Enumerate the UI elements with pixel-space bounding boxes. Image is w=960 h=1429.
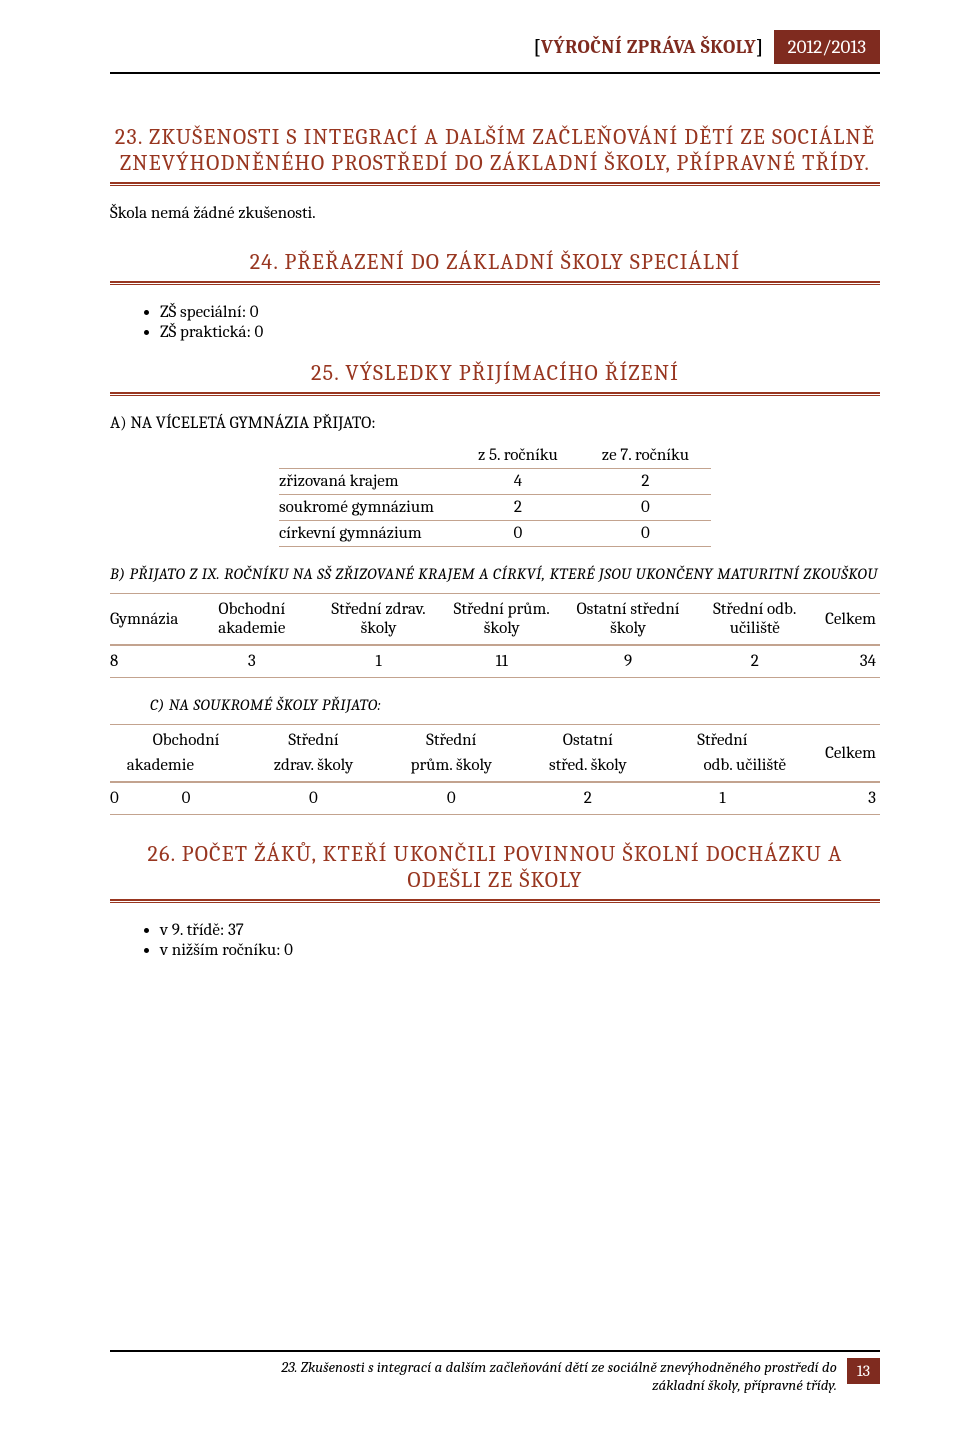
table-cell: 2 xyxy=(521,782,655,815)
section-23-rule xyxy=(110,182,880,186)
table-header-cell: z 5. ročníku xyxy=(456,443,580,469)
table-header-cell: Střední xyxy=(382,725,521,751)
table-cell: 2 xyxy=(580,469,711,495)
section-24-bullets: ZŠ speciální: 0 ZŠ praktická: 0 xyxy=(160,303,880,342)
bracket-open: [ xyxy=(533,36,541,58)
table-header-cell: zdrav. školy xyxy=(245,750,382,782)
table-gymnazia: z 5. ročníku ze 7. ročníku zřizovaná kra… xyxy=(279,443,711,547)
section-23-heading: 23. ZKUŠENOSTI S INTEGRACÍ A DALŠÍM ZAČL… xyxy=(110,124,880,176)
table-row: z 5. ročníku ze 7. ročníku xyxy=(279,443,711,469)
table-cell: 0 xyxy=(245,782,382,815)
table-cell: zřizovaná krajem xyxy=(279,469,456,495)
table-header-cell: odb. učiliště xyxy=(655,750,790,782)
table-header-cell: Střední zdrav. školy xyxy=(317,594,440,646)
section-25-rule xyxy=(110,392,880,396)
page-header: [VÝROČNÍ ZPRÁVA ŠKOLY] 2012/2013 xyxy=(110,30,880,64)
section-26-bullets: v 9. třídě: 37 v nižším ročníku: 0 xyxy=(160,921,880,960)
table-header-cell: Celkem xyxy=(790,725,880,783)
section-24-rule xyxy=(110,281,880,285)
section-25b-sub: B) PŘIJATO Z IX. ROČNÍKU NA SŠ ZŘIZOVANÉ… xyxy=(110,565,880,583)
header-rule xyxy=(110,72,880,74)
year-badge: 2012/2013 xyxy=(774,30,880,64)
list-item: v nižším ročníku: 0 xyxy=(160,941,880,960)
table-header-cell xyxy=(279,443,456,469)
footer-text: 23. Zkušenosti s integrací a dalším začl… xyxy=(230,1358,837,1394)
table-row: církevní gymnázium 0 0 xyxy=(279,521,711,547)
table-row: soukromé gymnázium 2 0 xyxy=(279,495,711,521)
table-cell: církevní gymnázium xyxy=(279,521,456,547)
table-cell: 3 xyxy=(790,782,880,815)
table-cell: 34 xyxy=(817,645,880,678)
table-header-cell xyxy=(110,725,127,783)
table-row: Gymnázia Obchodní akademie Střední zdrav… xyxy=(110,594,880,646)
table-cell: 11 xyxy=(440,645,564,678)
page-number-badge: 13 xyxy=(847,1358,880,1384)
table-header-cell: Střední xyxy=(245,725,382,751)
section-25c-sub: C) NA SOUKROMÉ ŠKOLY PŘIJATO: xyxy=(150,696,880,714)
table-header-cell: Obchodní xyxy=(127,725,245,751)
table-cell: 1 xyxy=(317,645,440,678)
table-header-cell: akademie xyxy=(127,750,245,782)
section-25a-sub: A) NA VÍCELETÁ GYMNÁZIA PŘIJATO: xyxy=(110,414,880,433)
table-cell: 0 xyxy=(580,495,711,521)
table-header-cell: Střední prům. školy xyxy=(440,594,564,646)
table-soukrome: Obchodní Střední Střední Ostatní Střední… xyxy=(110,724,880,815)
table-row: akademie zdrav. školy prům. školy střed.… xyxy=(110,750,880,782)
section-24-heading: 24. PŘEŘAZENÍ DO ZÁKLADNÍ ŠKOLY SPECIÁLN… xyxy=(110,249,880,275)
section-23-body: Škola nemá žádné zkušenosti. xyxy=(110,204,880,223)
section-26-rule xyxy=(110,899,880,903)
table-cell: 0 xyxy=(456,521,580,547)
table-cell: soukromé gymnázium xyxy=(279,495,456,521)
table-header-cell: Gymnázia xyxy=(110,594,186,646)
table-header-cell: střed. školy xyxy=(521,750,655,782)
table-ix-rocnik: Gymnázia Obchodní akademie Střední zdrav… xyxy=(110,593,880,678)
header-title-bracket: [VÝROČNÍ ZPRÁVA ŠKOLY] xyxy=(533,36,763,58)
table-header-cell: Celkem xyxy=(817,594,880,646)
table-header-cell: Střední odb. učiliště xyxy=(692,594,817,646)
list-item: ZŠ praktická: 0 xyxy=(160,323,880,342)
table-cell: 0 xyxy=(110,782,127,815)
table-cell: 0 xyxy=(382,782,521,815)
table-cell: 3 xyxy=(186,645,317,678)
table-row: Obchodní Střední Střední Ostatní Střední… xyxy=(110,725,880,751)
table-cell: 1 xyxy=(655,782,790,815)
table-row: 8 3 1 11 9 2 34 xyxy=(110,645,880,678)
table-cell: 0 xyxy=(127,782,245,815)
table-cell: 2 xyxy=(692,645,817,678)
table-header-cell: Střední xyxy=(655,725,790,751)
table-cell: 2 xyxy=(456,495,580,521)
table-cell: 8 xyxy=(110,645,186,678)
table-header-cell: prům. školy xyxy=(382,750,521,782)
bracket-close: ] xyxy=(756,36,764,58)
footer-rule xyxy=(110,1350,880,1352)
table-header-cell: ze 7. ročníku xyxy=(580,443,711,469)
list-item: ZŠ speciální: 0 xyxy=(160,303,880,322)
table-cell: 4 xyxy=(456,469,580,495)
header-title: VÝROČNÍ ZPRÁVA ŠKOLY xyxy=(541,36,756,58)
page-footer: 23. Zkušenosti s integrací a dalším začl… xyxy=(110,1350,880,1394)
table-header-cell: Obchodní akademie xyxy=(186,594,317,646)
list-item: v 9. třídě: 37 xyxy=(160,921,880,940)
section-26-heading: 26. POČET ŽÁKŮ, KTEŘÍ UKONČILI POVINNOU … xyxy=(110,841,880,893)
section-25-heading: 25. VÝSLEDKY PŘIJÍMACÍHO ŘÍZENÍ xyxy=(110,360,880,386)
table-header-cell: Ostatní xyxy=(521,725,655,751)
table-row: zřizovaná krajem 4 2 xyxy=(279,469,711,495)
table-cell: 9 xyxy=(564,645,693,678)
table-cell: 0 xyxy=(580,521,711,547)
table-header-cell: Ostatní střední školy xyxy=(564,594,693,646)
table-row: 0 0 0 0 2 1 3 xyxy=(110,782,880,815)
